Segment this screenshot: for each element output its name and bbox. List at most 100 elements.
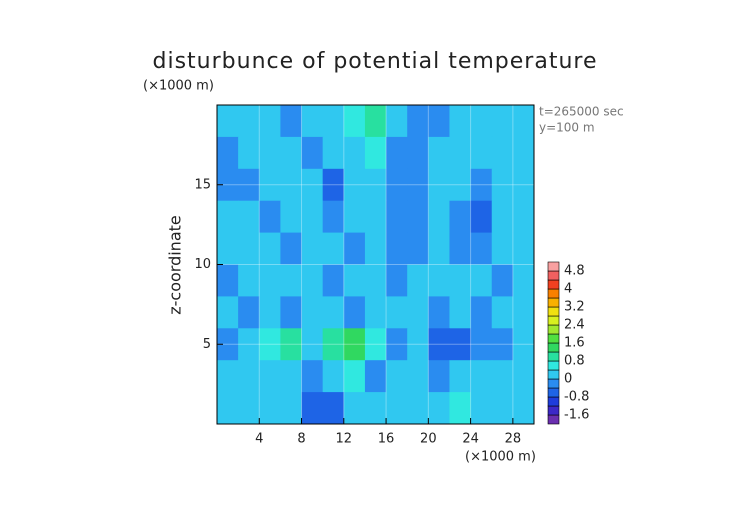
colorbar-label: 1.6 <box>564 336 585 351</box>
field-cell <box>364 392 387 425</box>
field-cell <box>322 360 345 393</box>
field-cell <box>470 392 493 425</box>
field-cell <box>407 200 429 234</box>
field-cell <box>449 328 472 361</box>
field-cell <box>238 328 260 361</box>
field-cell <box>217 136 239 170</box>
field-cell <box>386 200 408 234</box>
field-cell <box>322 168 345 202</box>
field-cell <box>259 136 281 170</box>
colorbar-box <box>547 369 560 380</box>
field-cell <box>407 168 429 202</box>
field-cell <box>238 296 260 329</box>
field-cell <box>491 360 514 393</box>
colorbar-box <box>547 279 560 290</box>
field-cell <box>301 328 324 361</box>
field-cell <box>386 360 408 393</box>
field-cell <box>280 105 303 138</box>
field-cell <box>217 232 239 265</box>
field-cell <box>364 328 387 361</box>
field-cell <box>217 168 239 202</box>
field-cell <box>238 360 260 393</box>
field-cell <box>428 296 450 329</box>
field-cell <box>386 168 408 202</box>
field-cell <box>407 392 429 425</box>
field-cell <box>238 232 260 265</box>
colorbar-label: 3.2 <box>564 300 585 315</box>
field-cell <box>301 360 324 393</box>
y-axis-label: z-coordinate <box>166 215 185 315</box>
field-cell <box>301 136 324 170</box>
field-cell <box>322 296 345 329</box>
field-cell <box>491 200 514 234</box>
plot-frame <box>216 104 535 425</box>
field-cell <box>259 105 281 138</box>
y-tick-label: 15 <box>194 177 211 192</box>
colorbar-box <box>547 306 560 317</box>
field-cell <box>386 392 408 425</box>
field-cell <box>428 264 450 297</box>
annotation: t=265000 sec <box>539 105 624 119</box>
field-cell <box>491 296 514 329</box>
field-cell <box>470 168 493 202</box>
field-cell <box>491 328 514 361</box>
field-cell <box>364 296 387 329</box>
field-cell <box>491 232 514 265</box>
field-cell <box>301 392 324 425</box>
field-cell <box>364 200 387 234</box>
field-cell <box>386 328 408 361</box>
field-cell <box>364 136 387 170</box>
field-cell <box>280 328 303 361</box>
colorbar-box <box>547 288 560 299</box>
field-cell <box>407 136 429 170</box>
colorbar-box <box>547 270 560 281</box>
field-cell <box>512 168 535 202</box>
field-cell <box>449 105 472 138</box>
field-cell <box>280 136 303 170</box>
field-cell <box>512 328 535 361</box>
x-tick-label: 28 <box>505 432 522 447</box>
field-cell <box>491 136 514 170</box>
field-cell <box>280 296 303 329</box>
field-cell <box>386 296 408 329</box>
field-cell <box>364 360 387 393</box>
field-cell <box>259 296 281 329</box>
field-cell <box>470 200 493 234</box>
field-cell <box>259 360 281 393</box>
field-cell <box>470 264 493 297</box>
field-cell <box>217 264 239 297</box>
colorbar-box <box>547 297 560 308</box>
colorbar-box <box>547 261 560 272</box>
field-cell <box>449 296 472 329</box>
y-tick-label: 5 <box>203 337 211 352</box>
field-cell <box>491 105 514 138</box>
field-cell <box>238 168 260 202</box>
field-cell <box>449 392 472 425</box>
colorbar-box <box>547 333 560 344</box>
field-cell <box>512 232 535 265</box>
colorbar-label: 0.8 <box>564 354 585 369</box>
field-cell <box>470 296 493 329</box>
field-cell <box>407 360 429 393</box>
field-cell <box>343 360 366 393</box>
field-cell <box>512 105 535 138</box>
field-cell <box>217 296 239 329</box>
field-cell <box>386 232 408 265</box>
field-cell <box>449 232 472 265</box>
field-cell <box>343 168 366 202</box>
field-cell <box>301 200 324 234</box>
colorbar-box <box>547 342 560 353</box>
field-cell <box>512 296 535 329</box>
field-cell <box>280 200 303 234</box>
field-cell <box>512 136 535 170</box>
field-cell <box>491 264 514 297</box>
colorbar-box <box>547 378 560 389</box>
colorbar-box <box>547 324 560 335</box>
field-cell <box>364 105 387 138</box>
field-cell <box>428 360 450 393</box>
x-tick-label: 12 <box>336 432 353 447</box>
field-cell <box>407 232 429 265</box>
field-cell <box>301 232 324 265</box>
field-cell <box>428 392 450 425</box>
